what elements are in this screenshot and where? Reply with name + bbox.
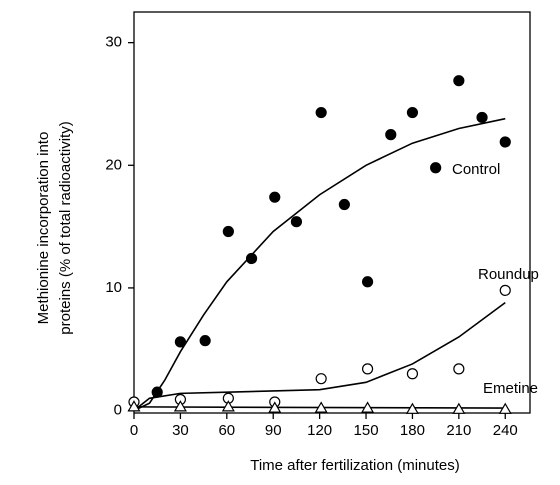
data-point xyxy=(452,402,466,414)
data-point xyxy=(499,284,511,296)
data-point xyxy=(498,402,512,414)
data-point xyxy=(269,191,281,203)
data-point xyxy=(315,373,327,385)
x-axis-label: Time after fertilization (minutes) xyxy=(250,457,460,474)
data-point xyxy=(406,368,419,380)
x-tick-label: 240 xyxy=(493,422,518,439)
y-axis-label: Methionine incorporation into xyxy=(35,132,52,325)
data-point xyxy=(315,106,327,119)
data-point xyxy=(361,401,375,413)
data-point xyxy=(221,400,235,412)
y-tick-label: 30 xyxy=(105,34,122,51)
series-label: Control xyxy=(452,161,500,178)
plot-frame xyxy=(133,11,531,414)
data-point xyxy=(314,401,328,413)
data-point xyxy=(127,400,141,412)
y-axis-label: proteins (% of total radioactivity) xyxy=(57,121,74,334)
series-label: Roundup xyxy=(478,266,539,283)
data-point xyxy=(199,335,211,347)
y-tick-label: 0 xyxy=(114,402,122,419)
data-point xyxy=(361,363,374,375)
x-tick-label: 150 xyxy=(354,422,379,439)
data-point xyxy=(361,276,374,288)
data-point xyxy=(290,216,303,228)
data-point xyxy=(338,198,350,211)
fit-curve xyxy=(133,117,506,412)
data-point xyxy=(174,336,187,348)
x-tick-label: 120 xyxy=(307,422,332,439)
data-point xyxy=(245,252,258,265)
data-point xyxy=(405,402,419,414)
data-point xyxy=(385,129,397,141)
data-point xyxy=(406,106,419,119)
data-point xyxy=(476,111,488,124)
fit-curve xyxy=(133,301,506,412)
data-point xyxy=(173,400,187,412)
data-point xyxy=(222,225,234,238)
x-tick-label: 30 xyxy=(172,422,189,439)
data-point xyxy=(453,75,465,87)
data-point xyxy=(499,136,511,148)
data-point xyxy=(268,401,282,413)
y-tick-label: 10 xyxy=(105,279,122,296)
y-tick-label: 20 xyxy=(105,156,122,173)
series-label: Emetine xyxy=(483,380,538,397)
x-tick-label: 180 xyxy=(400,422,425,439)
x-tick-label: 0 xyxy=(130,422,138,439)
x-tick-label: 60 xyxy=(218,422,235,439)
x-tick-label: 210 xyxy=(446,422,471,439)
x-tick-label: 90 xyxy=(265,422,282,439)
data-point xyxy=(430,162,442,174)
data-point xyxy=(453,363,465,375)
data-point xyxy=(151,386,163,398)
